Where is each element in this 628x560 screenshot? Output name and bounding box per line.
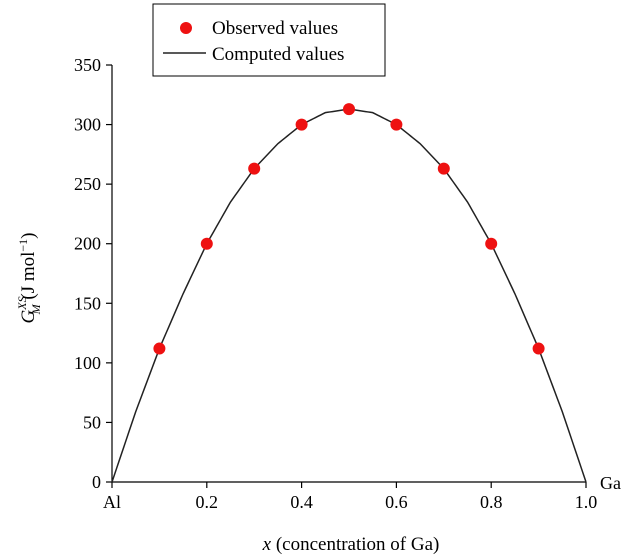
x-tick-label: Al bbox=[103, 492, 121, 512]
x-axis-end-label: Ga bbox=[600, 473, 621, 493]
svg-text:GXSM (J mol−1): GXSM (J mol−1) bbox=[15, 233, 43, 324]
x-axis-ticks: Al 0.2 0.4 0.6 0.8 1.0 bbox=[103, 482, 597, 512]
y-tick-label: 250 bbox=[74, 174, 101, 194]
x-tick-label: 0.4 bbox=[290, 492, 313, 512]
y-axis-ticks: 0 50 100 150 200 250 300 350 bbox=[74, 55, 112, 492]
y-tick-label: 50 bbox=[83, 412, 101, 432]
legend-box bbox=[152, 3, 386, 77]
axes bbox=[111, 65, 586, 483]
x-tick-label: 0.6 bbox=[385, 492, 408, 512]
observed-points-group bbox=[153, 103, 545, 355]
y-tick-label: 350 bbox=[74, 55, 101, 75]
y-tick-label: 0 bbox=[92, 472, 101, 492]
y-tick-label: 100 bbox=[74, 353, 101, 373]
observed-point bbox=[343, 103, 355, 116]
y-tick-label: 150 bbox=[74, 293, 101, 313]
y-axis-label: GXSM (J mol−1) bbox=[15, 233, 43, 324]
x-axis-label: x (concentration of Ga) bbox=[262, 534, 440, 555]
observed-point bbox=[390, 118, 403, 131]
observed-point bbox=[437, 162, 450, 175]
observed-point bbox=[295, 118, 308, 131]
computed-values-line bbox=[111, 108, 587, 483]
observed-point bbox=[153, 342, 166, 355]
observed-point bbox=[485, 237, 498, 250]
x-tick-label: 0.2 bbox=[196, 492, 219, 512]
observed-point bbox=[200, 237, 213, 250]
legend: Observed values Computed values bbox=[152, 3, 386, 77]
y-tick-label: 300 bbox=[74, 115, 101, 135]
observed-point bbox=[532, 342, 545, 355]
observed-point bbox=[248, 162, 261, 175]
legend-label-computed: Computed values bbox=[212, 44, 344, 65]
legend-label-observed: Observed values bbox=[212, 18, 338, 39]
x-tick-label: 0.8 bbox=[480, 492, 503, 512]
x-tick-label: 1.0 bbox=[575, 492, 598, 512]
y-tick-label: 200 bbox=[74, 234, 101, 254]
computed-curve-group bbox=[111, 108, 587, 483]
legend-marker-observed bbox=[180, 22, 192, 34]
